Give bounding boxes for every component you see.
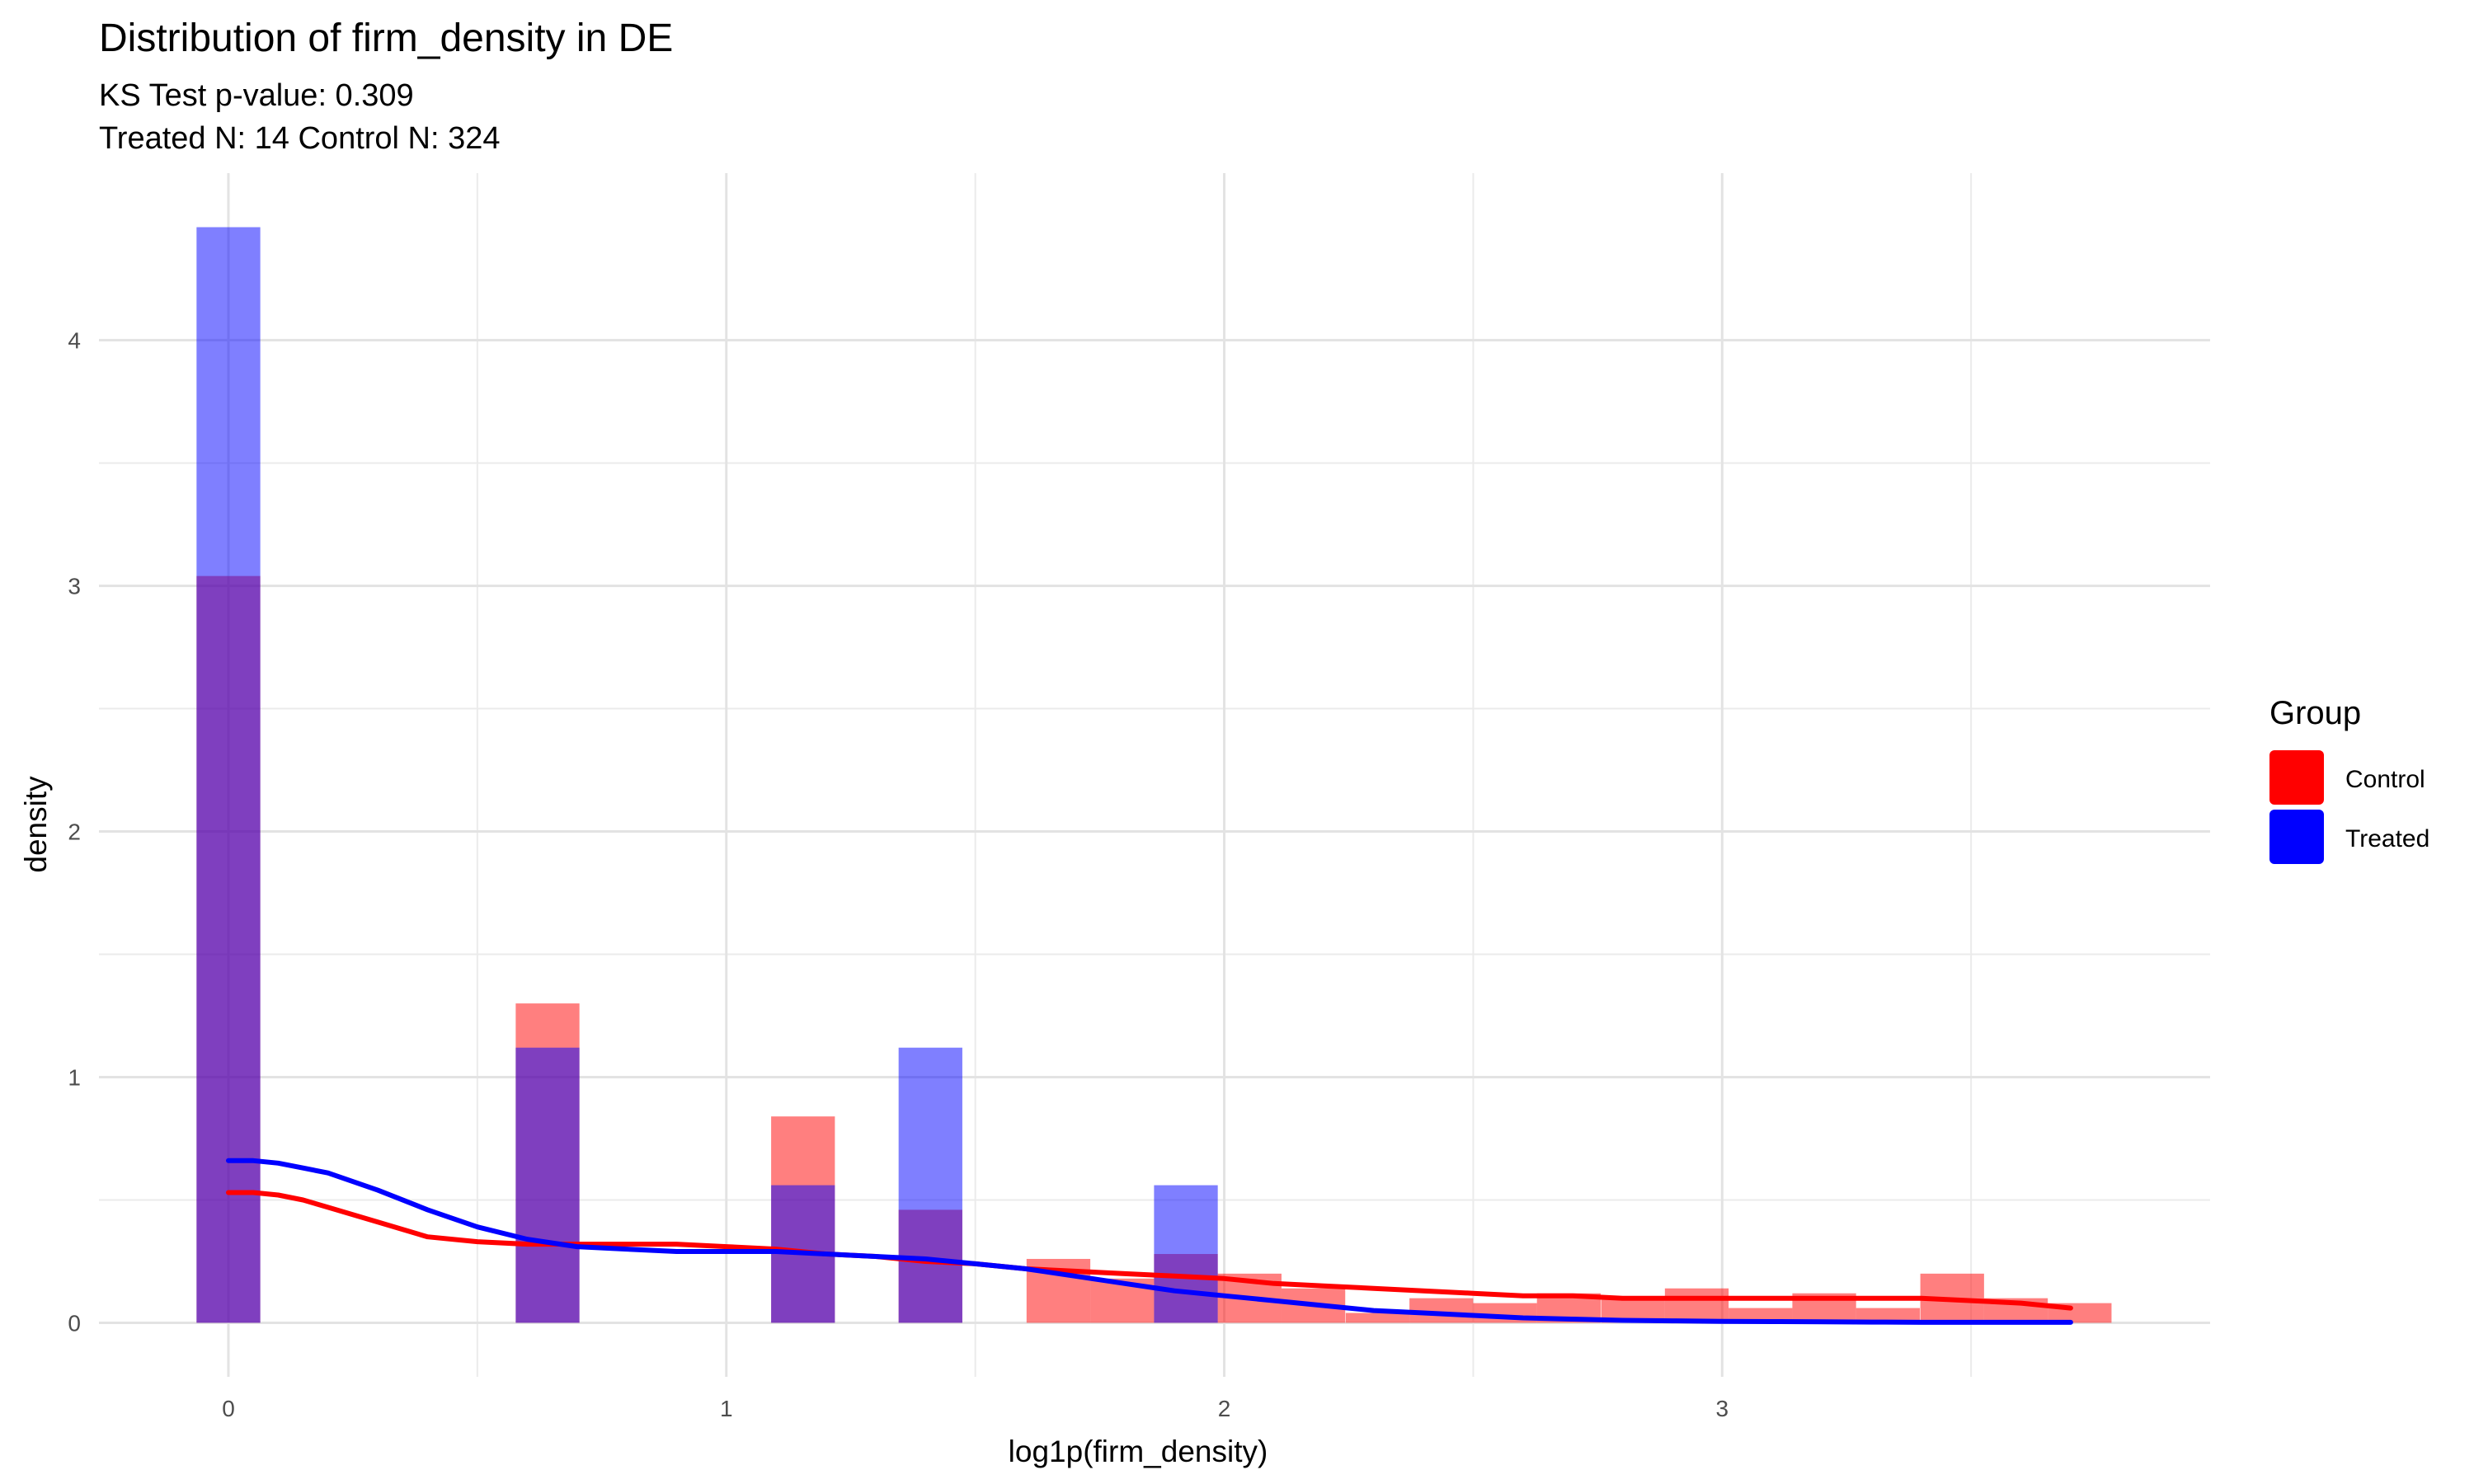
chart-subtitle-ks: KS Test p-value: 0.309 bbox=[99, 78, 414, 113]
legend-label-treated: Treated bbox=[2345, 825, 2429, 852]
bar-treated-3 bbox=[898, 1047, 962, 1323]
y-tick-label-2: 2 bbox=[68, 819, 81, 845]
bar-treated-0 bbox=[196, 227, 261, 1323]
legend: Group Control Treated bbox=[2269, 695, 2429, 864]
bar-control-9 bbox=[1345, 1313, 1410, 1323]
bars-treated bbox=[196, 227, 1218, 1323]
bar-treated-1 bbox=[515, 1047, 580, 1323]
legend-key-control bbox=[2269, 750, 2324, 805]
chart-title: Distribution of firm_density in DE bbox=[99, 16, 673, 60]
bar-control-14 bbox=[1664, 1288, 1729, 1323]
y-tick-label-4: 4 bbox=[68, 328, 81, 354]
legend-key-treated bbox=[2269, 810, 2324, 864]
x-axis-ticks: 0 1 2 3 bbox=[222, 1396, 1729, 1421]
density-curves bbox=[226, 1158, 2073, 1325]
x-tick-label-1: 1 bbox=[720, 1396, 733, 1421]
x-axis-title: log1p(firm_density) bbox=[1009, 1435, 1268, 1468]
x-tick-label-0: 0 bbox=[222, 1396, 235, 1421]
chart-subtitle-counts: Treated N: 14 Control N: 324 bbox=[99, 121, 501, 156]
density-line-control bbox=[226, 1190, 2073, 1311]
x-tick-label-3: 3 bbox=[1716, 1396, 1729, 1421]
density-line-treated bbox=[226, 1158, 2073, 1325]
x-tick-label-2: 2 bbox=[1218, 1396, 1231, 1421]
legend-label-control: Control bbox=[2345, 766, 2425, 793]
bar-treated-4 bbox=[1154, 1185, 1218, 1323]
y-tick-label-1: 1 bbox=[68, 1064, 81, 1090]
y-axis-title: density bbox=[19, 776, 53, 873]
y-tick-label-3: 3 bbox=[68, 574, 81, 599]
y-tick-label-0: 0 bbox=[68, 1310, 81, 1336]
bar-control-17 bbox=[1856, 1308, 1920, 1323]
y-axis-ticks: 0 1 2 3 4 bbox=[68, 328, 81, 1336]
legend-title: Group bbox=[2269, 695, 2361, 731]
